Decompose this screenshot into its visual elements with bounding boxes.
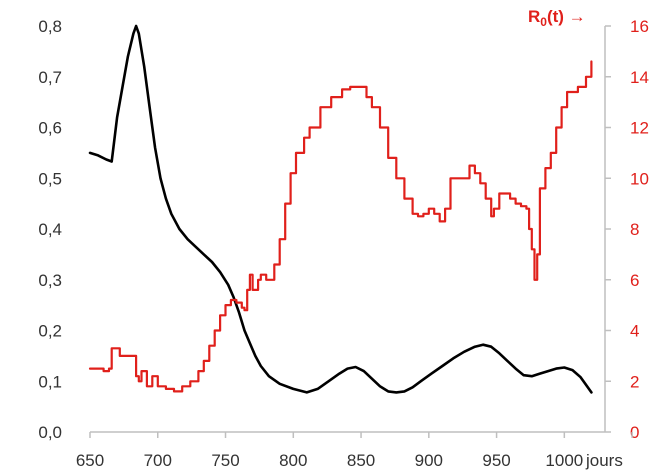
left-tick-label: 0,4 bbox=[38, 220, 62, 239]
left-tick-label: 0,3 bbox=[38, 271, 62, 290]
right-axis-ticks: 0 2 4 6 8 10 12 14 16 bbox=[605, 17, 649, 442]
left-tick-label: 0,7 bbox=[38, 68, 62, 87]
x-tick-label: 750 bbox=[211, 451, 239, 470]
x-tick-label: 900 bbox=[415, 451, 443, 470]
right-tick-label: 6 bbox=[630, 271, 639, 290]
x-tick-label: 650 bbox=[76, 451, 104, 470]
left-tick-label: 0,5 bbox=[38, 169, 62, 188]
right-tick-label: 10 bbox=[630, 169, 649, 188]
x-tick-label: 800 bbox=[279, 451, 307, 470]
left-tick-label: 0,6 bbox=[38, 119, 62, 138]
left-tick-label: 0,0 bbox=[38, 423, 62, 442]
left-axis-ticks: 0,0 0,1 0,2 0,3 0,4 0,5 0,6 0,7 0,8 bbox=[38, 17, 62, 442]
right-tick-label: 0 bbox=[630, 423, 639, 442]
right-tick-label: 14 bbox=[630, 68, 649, 87]
left-tick-label: 0,2 bbox=[38, 322, 62, 341]
r0-axis-label: R0(t) → bbox=[528, 7, 586, 29]
series-line-red bbox=[88, 60, 593, 393]
x-tick-label: 1000 bbox=[545, 451, 583, 470]
plot-area: 0,0 0,1 0,2 0,3 0,4 0,5 0,6 0,7 0,8 0 2 4 6 8 10 12 14 1… bbox=[38, 7, 649, 470]
x-tick-label: 950 bbox=[482, 451, 510, 470]
right-tick-label: 2 bbox=[630, 372, 639, 391]
x-axis-ticks: 650 700 750 800 850 900 950 1000 bbox=[76, 432, 633, 470]
series-line-black bbox=[88, 24, 593, 394]
right-tick-label: 4 bbox=[630, 322, 639, 341]
left-tick-label: 0,1 bbox=[38, 372, 62, 391]
x-axis-label: jours bbox=[585, 451, 623, 470]
x-tick-label: 700 bbox=[144, 451, 172, 470]
series-layer bbox=[88, 24, 593, 394]
x-tick-label: 850 bbox=[347, 451, 375, 470]
right-tick-label: 16 bbox=[630, 17, 649, 36]
right-tick-label: 12 bbox=[630, 119, 649, 138]
right-tick-label: 8 bbox=[630, 220, 639, 239]
left-tick-label: 0,8 bbox=[38, 17, 62, 36]
